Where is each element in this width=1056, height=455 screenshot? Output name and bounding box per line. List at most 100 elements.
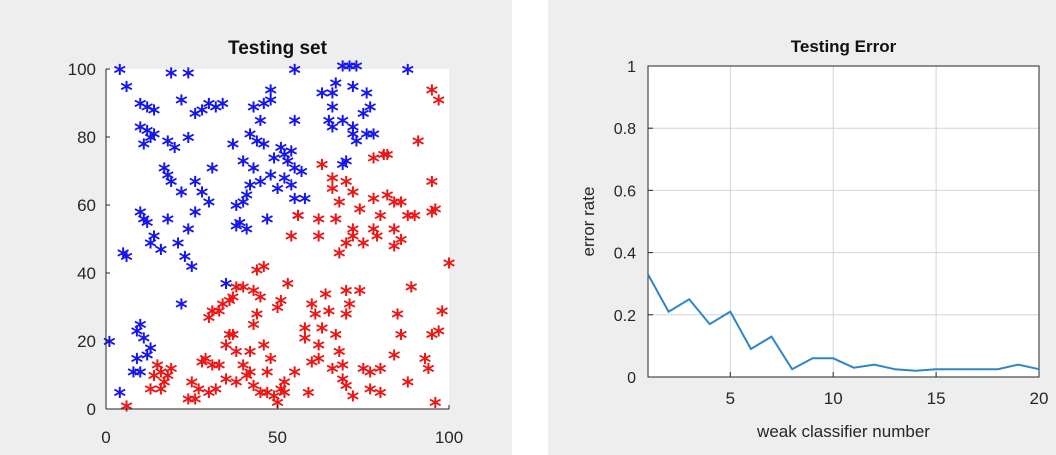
data-point: * [388, 219, 401, 247]
data-point: * [247, 314, 260, 342]
data-point: * [158, 158, 171, 186]
data-point: * [206, 301, 219, 329]
data-point: * [172, 233, 185, 261]
data-point: * [299, 328, 312, 356]
data-point: * [278, 382, 291, 410]
y-axis-label: error rate [579, 187, 598, 257]
data-point: * [336, 56, 349, 84]
data-point: * [155, 362, 168, 390]
data-point: * [144, 233, 157, 261]
data-point: * [426, 172, 439, 200]
data-point: * [388, 345, 401, 373]
data-point: * [237, 192, 250, 220]
data-point: * [405, 277, 418, 305]
data-point: * [326, 178, 339, 206]
data-point: * [330, 325, 343, 353]
data-point: * [340, 304, 353, 332]
data-point: * [288, 59, 301, 87]
data-point: * [282, 274, 295, 302]
data-point: * [278, 372, 291, 400]
data-point: * [220, 369, 233, 397]
data-point: * [288, 362, 301, 390]
data-point: * [288, 158, 301, 186]
data-point: * [326, 168, 339, 196]
series-2: ********* **** *** ******** ****** **********… [120, 80, 455, 424]
data-point: * [371, 226, 384, 254]
x-tick-label: 50 [268, 428, 287, 447]
data-point: * [230, 195, 243, 223]
chart-title: Testing set [228, 38, 328, 59]
data-point: * [120, 76, 133, 104]
data-point: * [340, 151, 353, 179]
data-point: * [158, 372, 171, 400]
y-tick-label: 40 [77, 264, 96, 283]
data-point: * [257, 93, 270, 121]
data-point: * [395, 229, 408, 257]
data-point: * [127, 362, 140, 390]
data-point: * [209, 97, 222, 125]
x-tick-label: 20 [1030, 389, 1049, 408]
data-point: * [343, 56, 356, 84]
data-point: * [148, 100, 161, 128]
data-point: * [330, 73, 343, 101]
data-point: * [257, 257, 270, 285]
data-point: * [144, 379, 157, 407]
data-point: * [161, 365, 174, 393]
data-point: * [134, 93, 147, 121]
data-point: * [426, 325, 439, 353]
data-point: * [227, 287, 240, 315]
data-point: * [278, 168, 291, 196]
data-point: * [196, 100, 209, 128]
data-point: * [264, 90, 277, 118]
data-point: * [155, 240, 168, 268]
data-point: * [113, 59, 126, 87]
data-point: * [203, 192, 216, 220]
data-point: * [261, 362, 274, 390]
y-tick-label: 100 [68, 60, 96, 79]
data-point: * [275, 291, 288, 319]
series-1: *********** ** ************ ***************… [103, 56, 414, 410]
data-point: * [340, 172, 353, 200]
data-point: * [336, 110, 349, 138]
data-point: * [113, 382, 126, 410]
data-point: * [333, 243, 346, 271]
data-point: * [244, 342, 257, 370]
plot-area [106, 69, 449, 409]
x-tick-label: 15 [927, 389, 946, 408]
data-point: * [402, 372, 415, 400]
data-point: * [340, 280, 353, 308]
axes-box [647, 65, 1040, 378]
data-point: * [360, 124, 373, 152]
data-point: * [357, 359, 370, 387]
data-point: * [333, 192, 346, 220]
data-point: * [388, 192, 401, 220]
data-point: * [285, 226, 298, 254]
data-point: * [247, 97, 260, 125]
y-tick-label: 20 [77, 332, 96, 351]
data-point: * [155, 379, 168, 407]
data-point: * [336, 369, 349, 397]
data-point: * [340, 233, 353, 261]
data-point: * [251, 131, 264, 159]
data-point: * [213, 355, 226, 383]
data-point: * [316, 318, 329, 346]
data-point: * [374, 359, 387, 387]
data-point: * [189, 172, 202, 200]
x-tick-label: 0 [101, 428, 110, 447]
data-point: * [254, 382, 267, 410]
data-point: * [182, 219, 195, 247]
data-point: * [257, 134, 270, 162]
data-point: * [141, 345, 154, 373]
data-point: * [209, 379, 222, 407]
data-point: * [264, 348, 277, 376]
data-point: * [120, 396, 133, 424]
data-point: * [240, 185, 253, 213]
data-point: * [299, 318, 312, 346]
data-point: * [165, 172, 178, 200]
data-point: * [350, 56, 363, 84]
data-point: * [326, 97, 339, 125]
y-tick-label: 0.8 [614, 121, 636, 138]
data-point: * [199, 348, 212, 376]
data-point: * [206, 355, 219, 383]
data-point: * [347, 124, 360, 152]
